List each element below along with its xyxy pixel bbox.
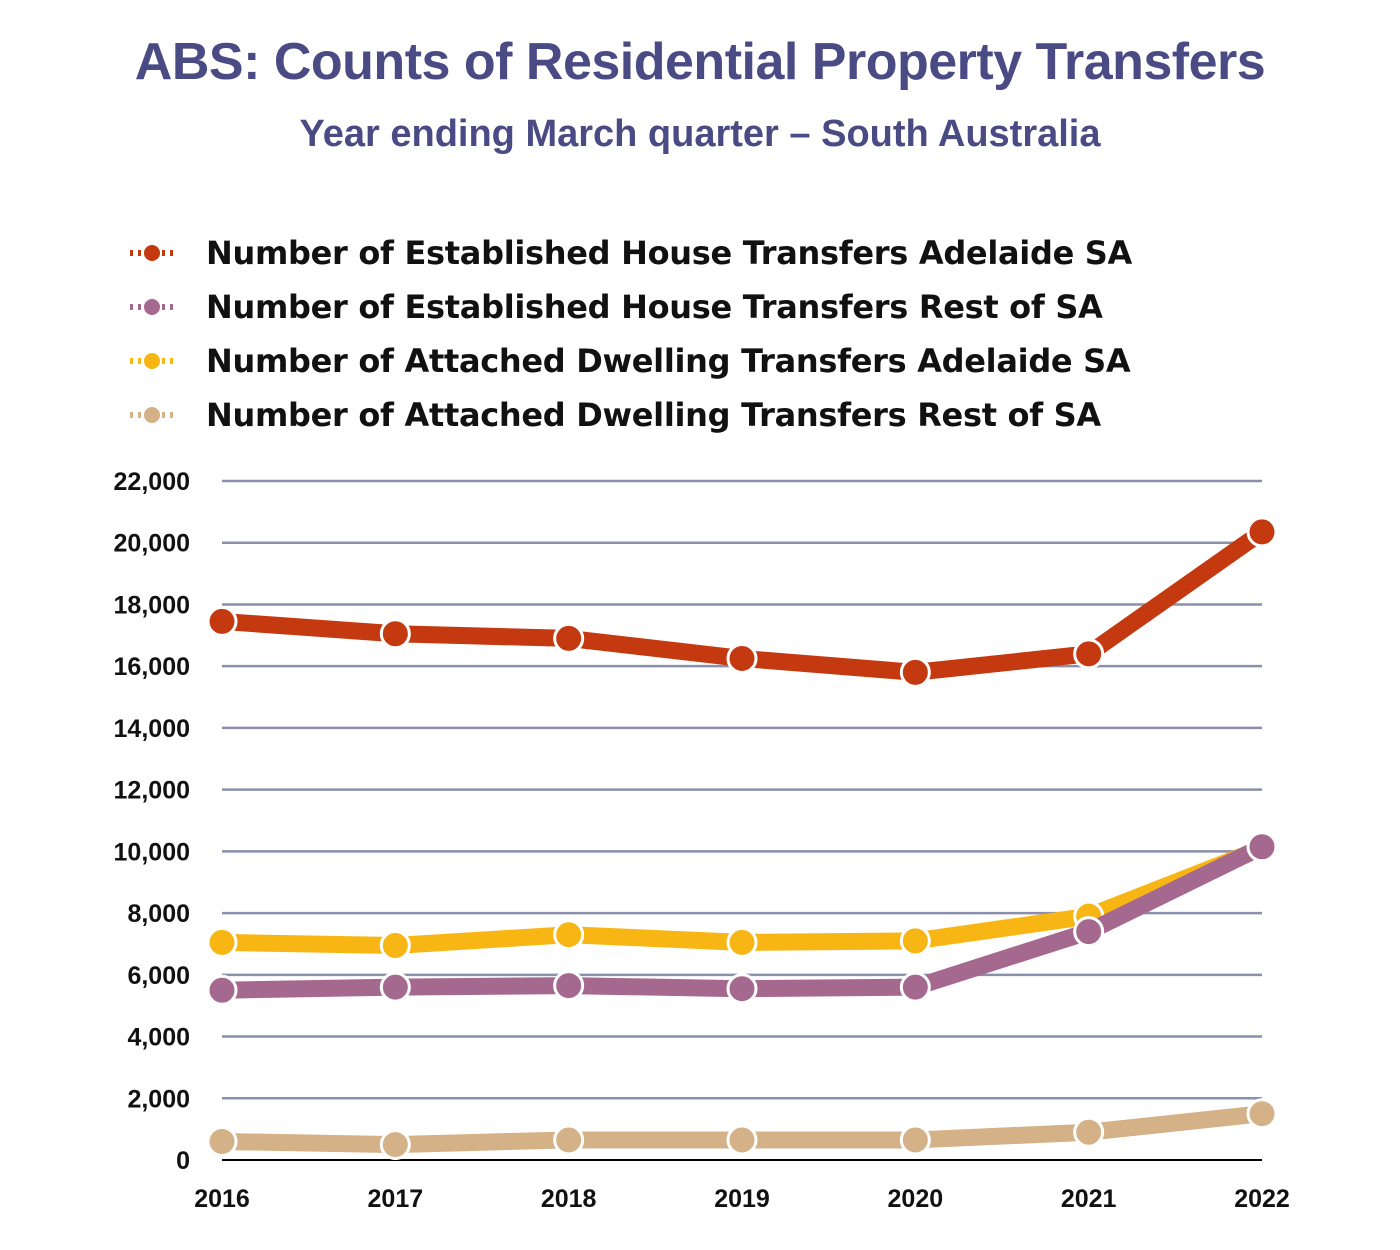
- data-point: [553, 622, 585, 654]
- data-point: [379, 929, 411, 961]
- legend-swatch-established-adelaide: [130, 245, 174, 261]
- y-tick-label: 18,000: [114, 591, 190, 619]
- series-3: [206, 1098, 1278, 1161]
- y-tick-label: 8,000: [127, 900, 190, 928]
- legend-label-established-adelaide: Number of Established House Transfers Ad…: [206, 234, 1133, 272]
- data-point: [379, 971, 411, 1003]
- series-1: [206, 831, 1278, 1006]
- legend-label-attached-adelaide: Number of Attached Dwelling Transfers Ad…: [206, 342, 1131, 380]
- legend-label-attached-rest: Number of Attached Dwelling Transfers Re…: [206, 396, 1101, 434]
- legend-swatch-attached-adelaide: [130, 353, 174, 369]
- data-point: [899, 1124, 931, 1156]
- data-point: [553, 919, 585, 951]
- legend: Number of Established House Transfers Ad…: [128, 226, 1132, 442]
- data-point: [1073, 638, 1105, 670]
- data-point: [553, 970, 585, 1002]
- data-point: [379, 1129, 411, 1161]
- x-tick-label: 2016: [194, 1185, 250, 1213]
- chart-title: ABS: Counts of Residential Property Tran…: [134, 33, 1266, 91]
- data-point: [726, 926, 758, 958]
- data-point: [1246, 1098, 1278, 1130]
- y-tick-label: 22,000: [114, 468, 190, 496]
- x-tick-label: 2019: [714, 1185, 770, 1213]
- legend-item-attached-rest: Number of Attached Dwelling Transfers Re…: [128, 388, 1132, 442]
- y-tick-label: 10,000: [114, 838, 190, 866]
- chart-subtitle: Year ending March quarter – South Austra…: [299, 113, 1101, 155]
- legend-item-attached-adelaide: Number of Attached Dwelling Transfers Ad…: [128, 334, 1132, 388]
- data-point: [726, 1124, 758, 1156]
- data-point: [1246, 831, 1278, 863]
- x-tick-label: 2021: [1061, 1185, 1117, 1213]
- legend-item-established-rest: Number of Established House Transfers Re…: [128, 280, 1132, 334]
- x-tick-label: 2017: [368, 1185, 424, 1213]
- data-point: [379, 618, 411, 650]
- y-tick-label: 6,000: [127, 962, 190, 990]
- data-point: [553, 1124, 585, 1156]
- data-point: [1246, 516, 1278, 548]
- y-tick-label: 16,000: [114, 653, 190, 681]
- data-point: [206, 605, 238, 637]
- y-tick-label: 4,000: [127, 1024, 190, 1052]
- data-point: [899, 925, 931, 957]
- data-point: [206, 1125, 238, 1157]
- gridlines: [222, 479, 1262, 1161]
- legend-label-established-rest: Number of Established House Transfers Re…: [206, 288, 1103, 326]
- y-tick-label: 20,000: [114, 530, 190, 558]
- legend-item-established-adelaide: Number of Established House Transfers Ad…: [128, 226, 1132, 280]
- y-tick-label: 0: [176, 1147, 190, 1175]
- x-tick-label: 2020: [888, 1185, 944, 1213]
- x-tick-label: 2022: [1234, 1185, 1290, 1213]
- data-point: [726, 642, 758, 674]
- x-tick-label: 2018: [541, 1185, 597, 1213]
- series-0: [206, 516, 1278, 688]
- y-axis: 0 2,000 4,000 6,000 8,000 10,000 12,000 14,000 1…: [114, 468, 190, 1175]
- data-point: [726, 973, 758, 1005]
- legend-swatch-attached-rest: [130, 407, 174, 423]
- legend-swatch-established-rest: [130, 299, 174, 315]
- data-point: [206, 974, 238, 1006]
- data-point: [206, 926, 238, 958]
- data-point: [899, 971, 931, 1003]
- y-tick-label: 14,000: [114, 715, 190, 743]
- x-axis: 2016 2017 2018 2019 2020 2021 2022: [194, 1185, 1290, 1213]
- data-point: [899, 656, 931, 688]
- data-point: [1073, 1116, 1105, 1148]
- series-2: [206, 832, 1278, 961]
- y-tick-label: 12,000: [114, 777, 190, 805]
- y-tick-label: 2,000: [127, 1085, 190, 1113]
- series-line: [213, 838, 1271, 999]
- data-point: [1073, 916, 1105, 948]
